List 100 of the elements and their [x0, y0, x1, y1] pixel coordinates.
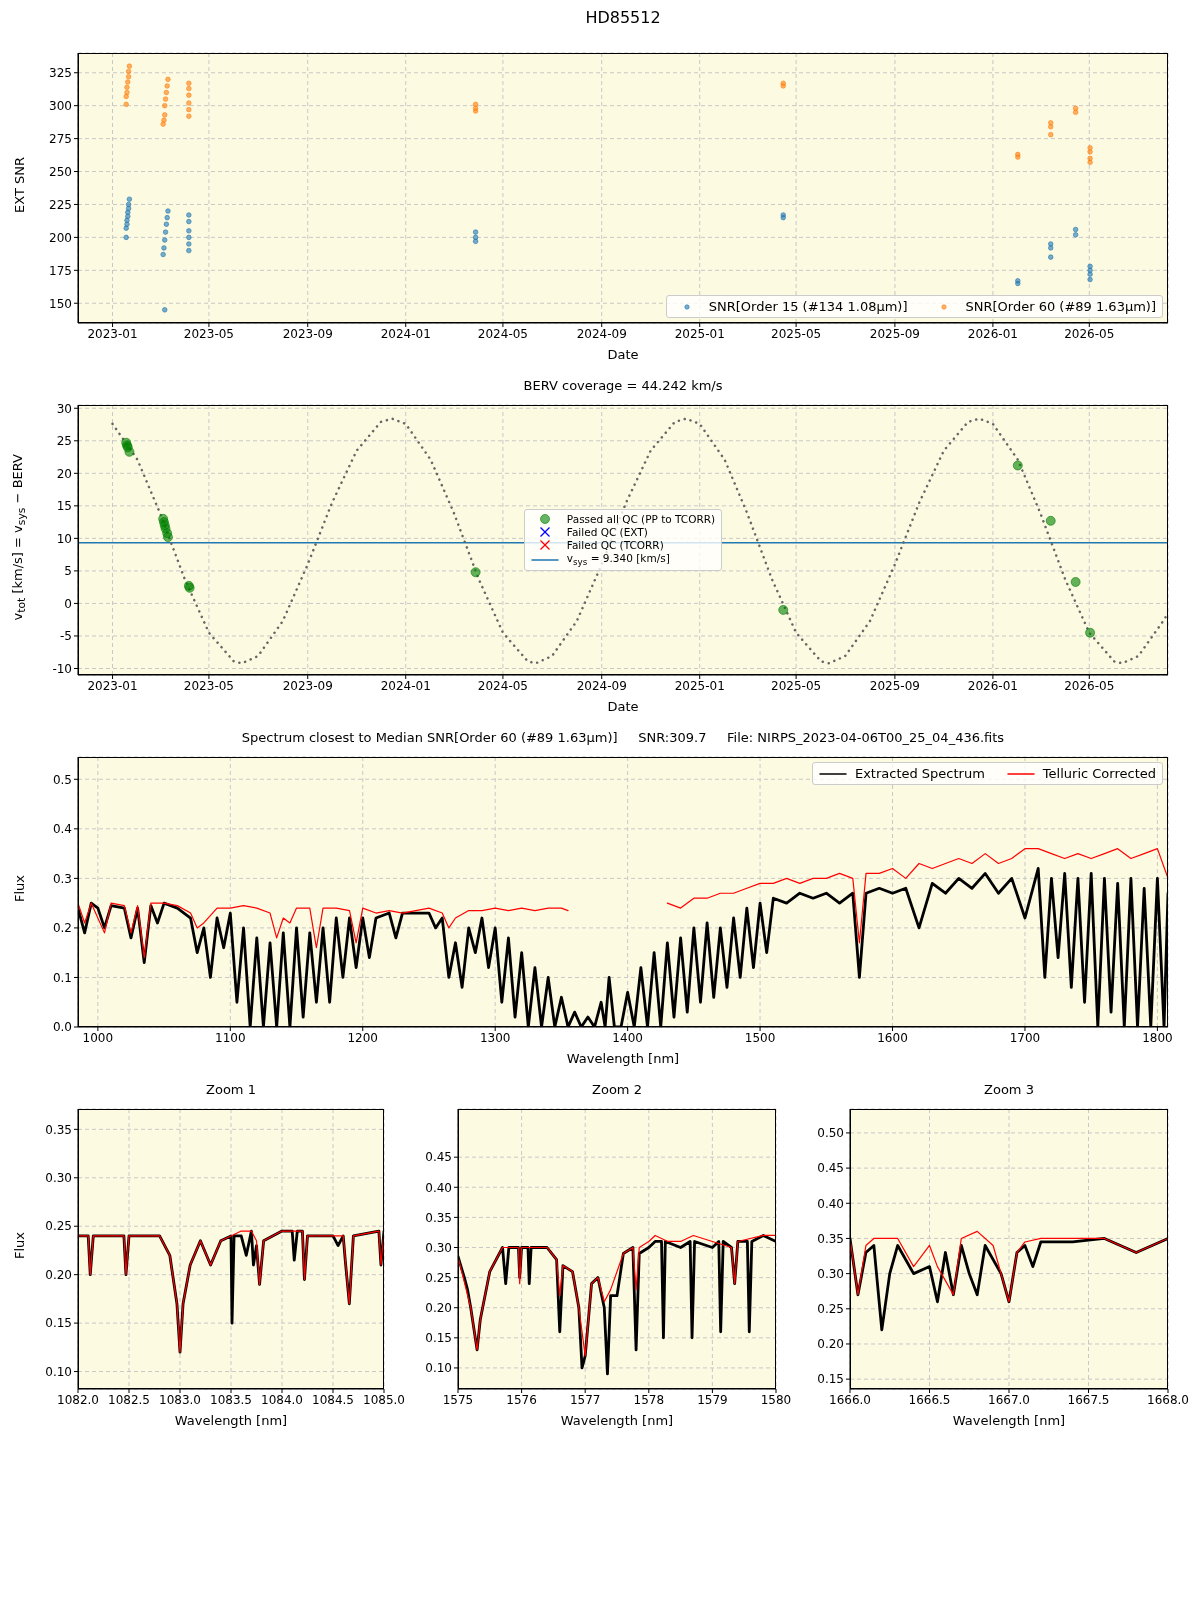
x-tick-label: 2026-01	[967, 678, 1018, 693]
legend-label: Failed QC (EXT)	[566, 525, 648, 538]
y-tick-label: 0.10	[425, 1361, 452, 1376]
legend-label: Passed all QC (PP to TCORR)	[566, 512, 716, 525]
x-tick-label: 2025-09	[869, 326, 920, 341]
x-tick-label: 2025-09	[869, 678, 920, 693]
x-tick-label: 1100	[215, 1030, 246, 1045]
x-tick-label: 1577	[569, 1392, 601, 1407]
x-axis-title: Wavelength [nm]	[559, 1413, 675, 1428]
y-tick-label: 20	[56, 466, 72, 481]
y-tick-label: 10	[56, 531, 72, 546]
x-tick-label: 2024-09	[576, 678, 627, 693]
legend-label: v$_{sys}$ = 9.340 [km/s]	[566, 551, 670, 568]
x-axis-title: Wavelength [nm]	[173, 1413, 289, 1428]
y-tick-label: 0	[64, 596, 72, 611]
y-tick-label: 0.1	[52, 970, 72, 985]
x-tick-label: 2024-01	[380, 678, 431, 693]
x-axis-title: Wavelength [nm]	[951, 1413, 1067, 1428]
y-tick-label: 0.30	[45, 1171, 72, 1186]
y-axis-title: Flux	[11, 875, 27, 903]
x-tick-label: 2024-01	[380, 326, 431, 341]
x-tick-label: 1600	[877, 1030, 908, 1045]
y-tick-label: 0.25	[425, 1270, 452, 1285]
x-tick-label: 2026-05	[1064, 678, 1115, 693]
x-tick-label: 1085.0	[363, 1392, 405, 1407]
x-tick-label: 1083.5	[210, 1392, 252, 1407]
y-axis-title: Flux	[11, 1232, 27, 1260]
chart-title: Zoom 3	[983, 1082, 1035, 1097]
x-tick-label: 1666.0	[829, 1392, 871, 1407]
x-tick-label: 2024-05	[477, 678, 528, 693]
x-tick-label: 1575	[442, 1392, 474, 1407]
y-tick-label: 25	[56, 434, 72, 449]
x-tick-label: 2026-05	[1064, 326, 1115, 341]
x-axis-title: Date	[606, 699, 640, 714]
x-tick-label: 1300	[479, 1030, 511, 1045]
x-tick-label: 1000	[82, 1030, 114, 1045]
x-tick-label: 1084.5	[312, 1392, 354, 1407]
x-tick-label: 1667.5	[1067, 1392, 1110, 1407]
y-tick-label: -10	[52, 661, 72, 676]
y-tick-label: 0.5	[52, 772, 72, 787]
x-tick-label: 2025-05	[771, 326, 822, 341]
x-tick-label: 2023-09	[282, 326, 333, 341]
y-tick-label: 0.50	[817, 1126, 844, 1141]
y-tick-label: 0.15	[425, 1331, 452, 1346]
x-tick-label: 1082.5	[108, 1392, 150, 1407]
y-tick-label: 250	[49, 164, 72, 179]
y-tick-label: 0.25	[45, 1219, 72, 1234]
x-tick-label: 1400	[612, 1030, 643, 1045]
x-tick-label: 1576	[506, 1392, 537, 1407]
x-tick-label: 2023-01	[87, 326, 138, 341]
x-tick-label: 2023-05	[183, 326, 234, 341]
y-tick-label: 0.15	[45, 1316, 72, 1331]
x-tick-label: 2025-01	[674, 326, 725, 341]
y-tick-label: 0.25	[817, 1302, 844, 1317]
x-tick-label: 1800	[1142, 1030, 1173, 1045]
x-tick-label: 2023-09	[282, 678, 333, 693]
legend-label: SNR[Order 15 (#134 1.08μm)]	[708, 299, 908, 314]
y-tick-label: 200	[49, 230, 72, 245]
x-tick-label: 1200	[347, 1030, 379, 1045]
y-tick-label: 0.20	[817, 1337, 844, 1352]
x-tick-label: 1084.0	[261, 1392, 303, 1407]
x-tick-label: 1580	[760, 1392, 792, 1407]
y-tick-label: 0.35	[817, 1231, 844, 1246]
chart-title: Zoom 2	[591, 1082, 643, 1097]
y-tick-label: 0.30	[425, 1240, 452, 1255]
y-tick-label: 0.40	[817, 1196, 844, 1211]
y-tick-label: 325	[49, 66, 72, 81]
y-tick-label: 0.0	[52, 1020, 72, 1035]
y-tick-label: 30	[56, 401, 72, 416]
x-tick-label: 2024-05	[477, 326, 528, 341]
y-tick-label: -5	[60, 629, 72, 644]
x-tick-label: 1082.0	[57, 1392, 99, 1407]
legend-label: Failed QC (TCORR)	[566, 538, 664, 551]
y-tick-label: 150	[49, 296, 72, 311]
y-tick-label: 0.35	[425, 1210, 452, 1225]
legend-label: Telluric Corrected	[1042, 766, 1156, 781]
legend-label: SNR[Order 60 (#89 1.63μm)]	[965, 299, 1156, 314]
y-tick-label: 0.2	[52, 921, 72, 936]
y-tick-label: 0.45	[817, 1161, 844, 1176]
x-tick-label: 2025-01	[674, 678, 725, 693]
y-tick-label: 175	[49, 263, 72, 278]
y-tick-label: 275	[49, 131, 72, 146]
x-tick-label: 2023-01	[87, 678, 138, 693]
chart-title: BERV coverage = 44.242 km/s	[522, 378, 724, 393]
chart-title: Zoom 1	[205, 1082, 257, 1097]
x-tick-label: 1666.5	[908, 1392, 951, 1407]
x-tick-label: 1500	[744, 1030, 776, 1045]
x-tick-label: 2023-05	[183, 678, 234, 693]
y-tick-label: 225	[49, 197, 72, 212]
y-tick-label: 0.35	[45, 1122, 72, 1137]
x-tick-label: 2026-01	[967, 326, 1018, 341]
y-tick-label: 0.20	[45, 1267, 72, 1282]
y-tick-label: 0.4	[52, 822, 72, 837]
x-tick-label: 2025-05	[771, 678, 822, 693]
x-tick-label: 1667.0	[988, 1392, 1030, 1407]
chart-title: Spectrum closest to Median SNR[Order 60 (#89 1.63μm)] SNR:309.7 File: NIRPS_2023-04-06T00_25_04_436.fits	[240, 730, 1006, 745]
x-tick-label: 2024-09	[576, 326, 627, 341]
y-tick-label: 0.40	[425, 1180, 452, 1195]
y-tick-label: 0.45	[425, 1150, 452, 1165]
y-axis-title: EXT SNR	[11, 157, 27, 213]
